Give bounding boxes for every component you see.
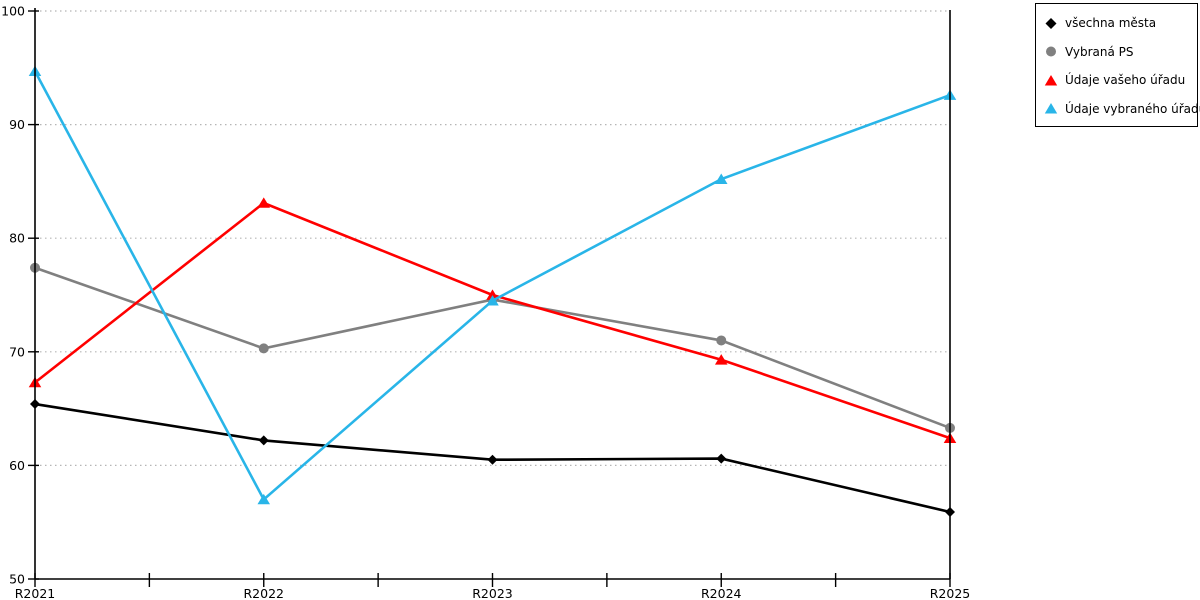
triangle-glyph	[1044, 103, 1058, 114]
series-line-3	[33, 70, 951, 502]
legend-item-udaje-vaseho-uradu: Údaje vašeho úřadu	[1044, 66, 1197, 95]
circle-shape	[1046, 46, 1056, 57]
triangle-marker-icon	[1044, 74, 1058, 87]
y-tick-label-50: 50	[9, 572, 25, 587]
legend-label: všechna města	[1065, 16, 1157, 31]
data-point-s2-R2022	[257, 197, 271, 208]
x-tick-label-R2023: R2023	[472, 586, 513, 600]
y-tick-label-80: 80	[9, 231, 25, 246]
data-point-s1-R2022	[258, 343, 269, 354]
data-point-s0-R2024	[716, 453, 727, 464]
triangle-shape	[1044, 103, 1058, 114]
data-point-s0-R2023	[487, 454, 498, 465]
diamond-glyph	[1045, 17, 1057, 29]
diamond-shape	[1045, 17, 1057, 29]
diamond-marker-icon	[1044, 17, 1058, 30]
data-point-s1-R2024	[716, 335, 727, 346]
legend-item-vybrana-ps: Vybraná PS	[1044, 38, 1197, 67]
series-line-2	[34, 201, 951, 440]
data-point-s3-R2023	[486, 295, 499, 306]
legend-label: Údaje vybraného úřadu	[1065, 101, 1200, 116]
x-tick-label-R2024: R2024	[701, 586, 742, 600]
y-tick-label-90: 90	[9, 117, 25, 132]
y-tick-label-60: 60	[9, 458, 25, 473]
data-point-s3-R2024	[714, 173, 728, 184]
x-tick-label-R2025: R2025	[930, 586, 971, 600]
y-tick-label-70: 70	[9, 344, 25, 359]
triangle-shape	[1044, 74, 1058, 86]
legend-item-vsechna-mesta: všechna města	[1044, 9, 1197, 38]
data-point-s3-R2022	[257, 493, 271, 505]
data-point-s0-R2022	[258, 435, 269, 446]
triangle-marker-icon	[1044, 102, 1058, 115]
data-point-s2-R2023	[486, 289, 499, 300]
legend-label: Údaje vašeho úřadu	[1065, 73, 1186, 88]
data-point-s2-R2024	[714, 354, 728, 365]
circle-glyph	[1046, 46, 1056, 57]
y-tick-label-100: 100	[1, 4, 25, 19]
triangle-glyph	[1044, 74, 1058, 86]
legend: všechna města Vybraná PS Údaje vašeho úř…	[1035, 3, 1200, 127]
x-tick-label-R2022: R2022	[244, 586, 285, 600]
x-tick-label-R2021: R2021	[15, 586, 56, 600]
circle-marker-icon	[1044, 45, 1058, 58]
legend-label: Vybraná PS	[1065, 44, 1134, 59]
legend-item-udaje-vybraneho-uradu: Údaje vybraného úřadu	[1044, 95, 1200, 124]
